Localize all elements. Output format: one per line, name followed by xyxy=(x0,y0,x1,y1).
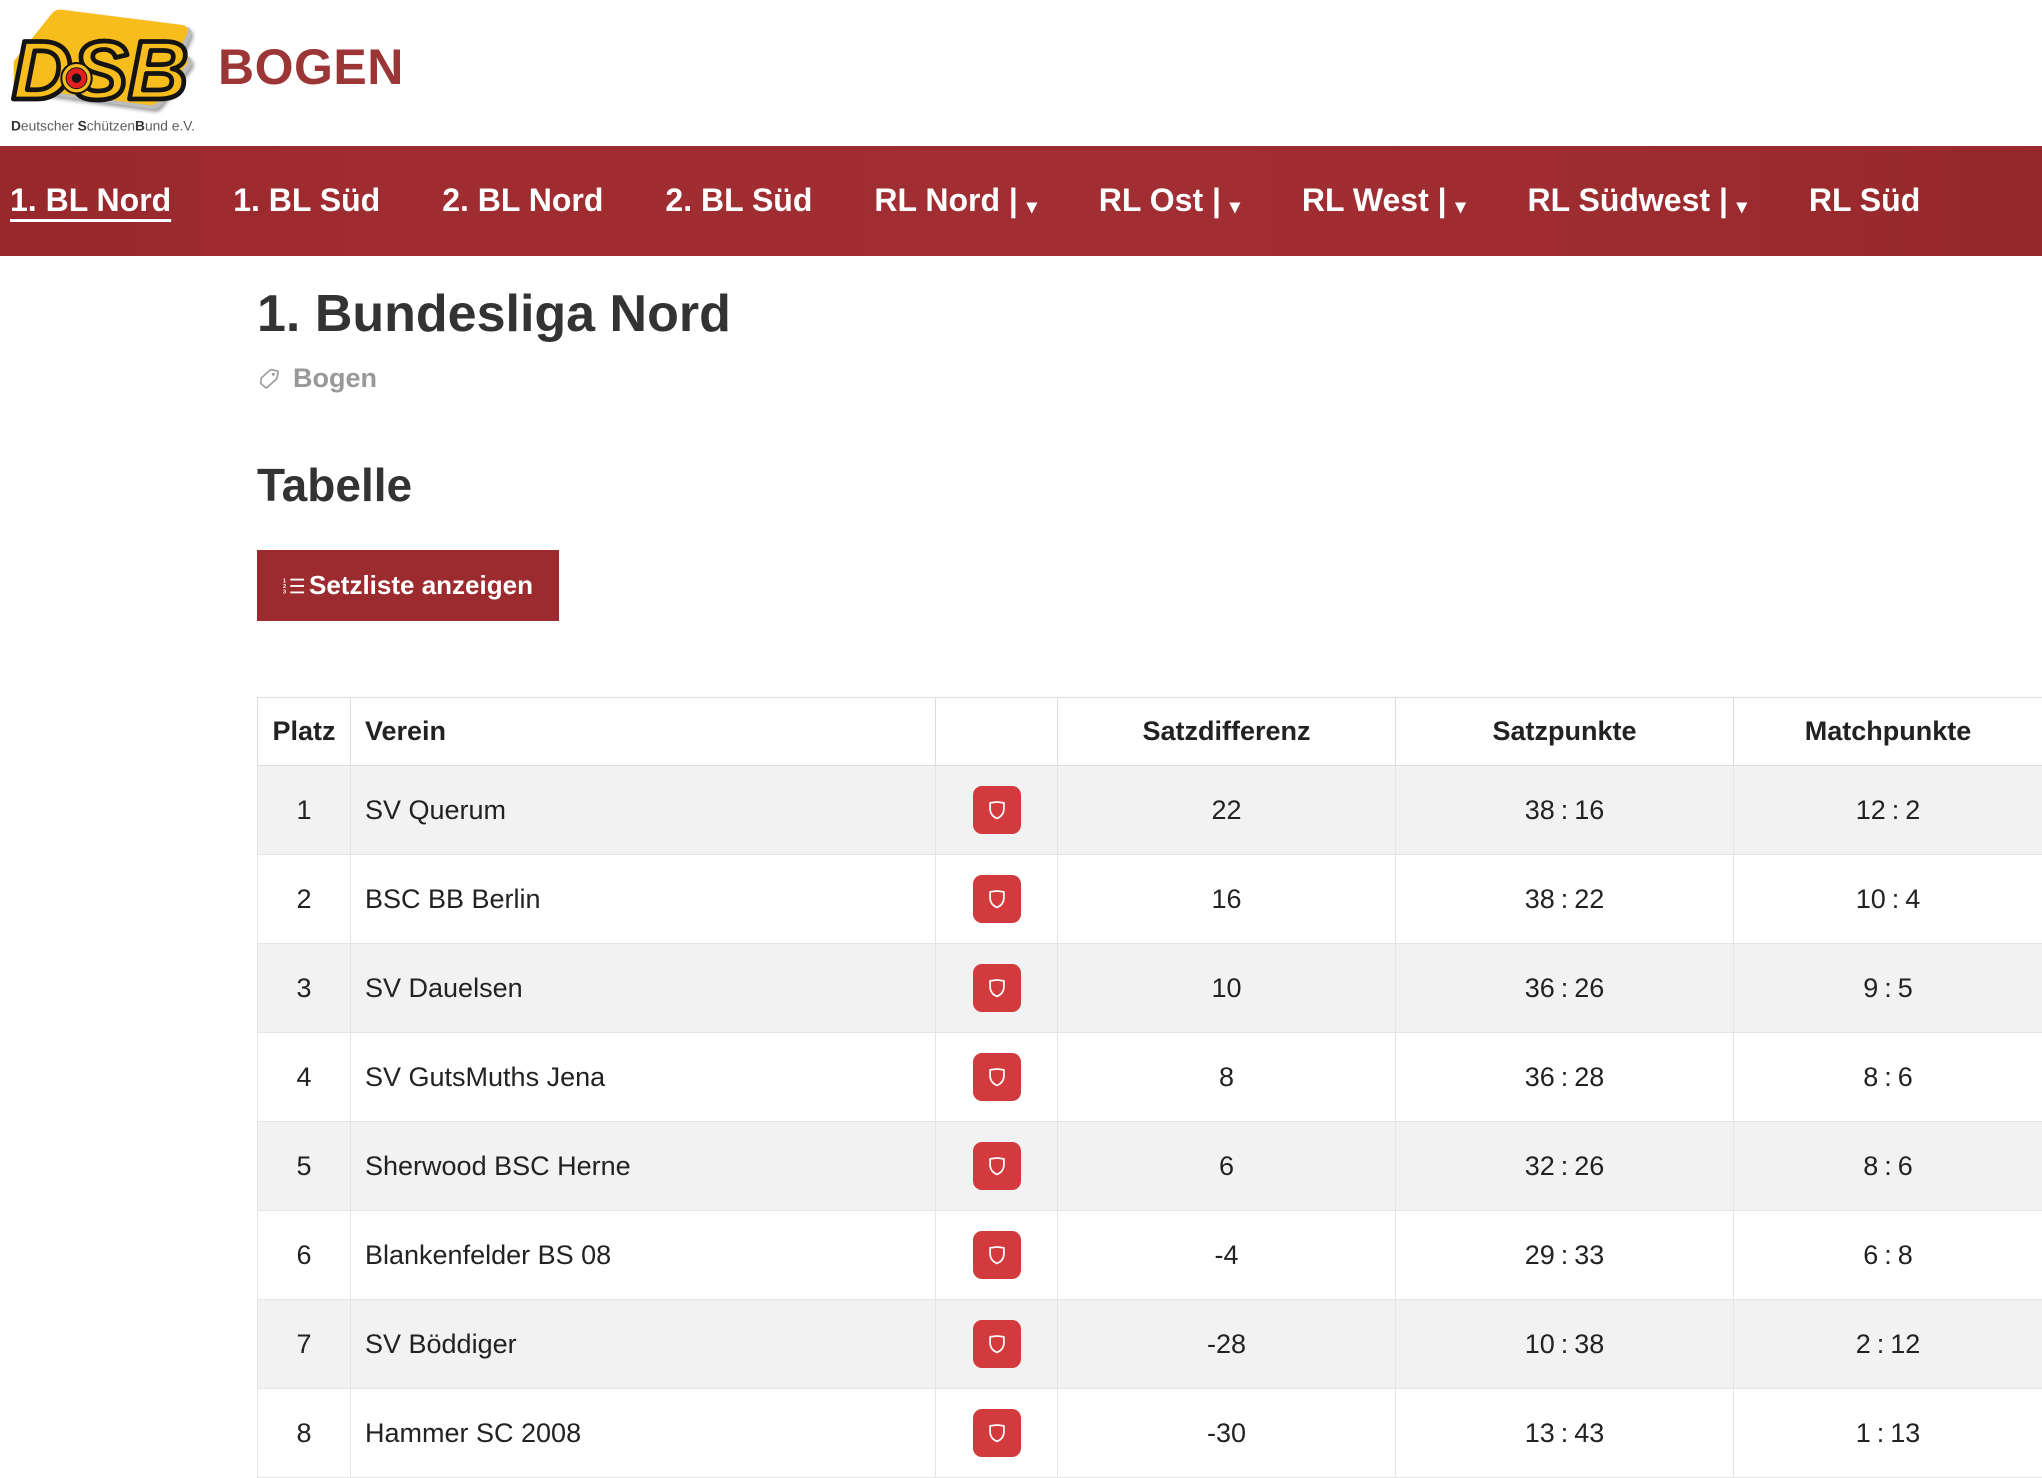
svg-text:3: 3 xyxy=(283,589,286,595)
svg-text:Deutscher SchützenBund e.V.: Deutscher SchützenBund e.V. xyxy=(11,119,195,134)
svg-text:DSB: DSB xyxy=(12,23,189,117)
